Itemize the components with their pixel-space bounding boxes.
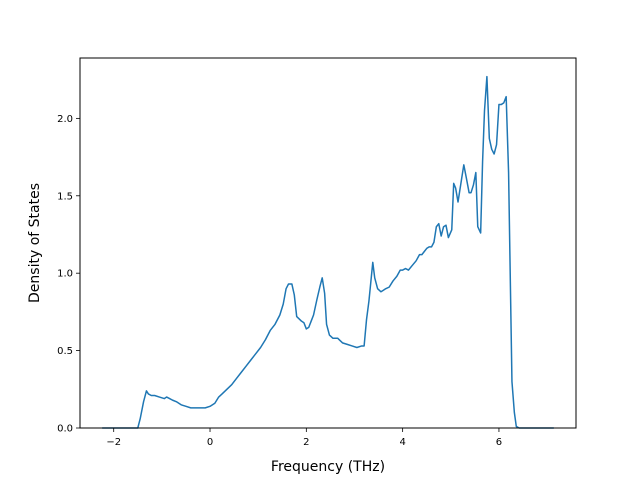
x-axis-label: Frequency (THz)	[271, 459, 385, 475]
series-line-0	[102, 75, 554, 429]
y-axis: 0.0 0.5 1.0 1.5 2.0	[57, 114, 80, 435]
y-tick-label: 0.5	[57, 346, 73, 357]
y-tick-label: 1.5	[57, 191, 73, 202]
y-tick-label: 1.0	[57, 269, 73, 280]
plot-frame	[79, 57, 577, 429]
plot-background	[80, 58, 576, 428]
x-tick-label: 2	[303, 437, 309, 448]
x-tick-label: 0	[207, 437, 213, 448]
y-tick-label: 2.0	[57, 114, 73, 125]
series-layer	[102, 75, 554, 429]
x-tick-label: −2	[106, 437, 121, 448]
x-tick-label: 4	[399, 437, 405, 448]
x-tick-label: 6	[496, 437, 502, 448]
x-axis: −2 0 2 4 6	[106, 428, 502, 448]
y-axis-label: Density of States	[27, 183, 43, 303]
y-tick-label: 0.0	[57, 424, 73, 435]
